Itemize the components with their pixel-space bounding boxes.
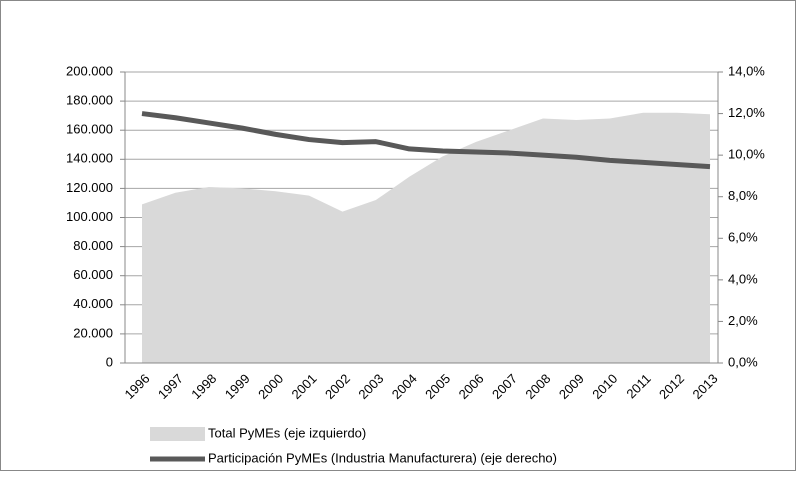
line (141, 111, 711, 170)
y2-tick-label: 12,0% (728, 105, 765, 120)
legend-label: Total PyMEs (eje izquierdo) (208, 425, 366, 440)
y-tick-label: 0 (106, 354, 113, 369)
y2-tick-label: 14,0% (728, 63, 765, 78)
y-tick-label: 140.000 (66, 151, 113, 166)
area (142, 112, 710, 364)
y-tick-label: 60.000 (73, 267, 113, 282)
y-tick-label: 20.000 (73, 325, 113, 340)
y2-tick-label: 4,0% (728, 271, 758, 286)
y-tick-label: 100.000 (66, 209, 113, 224)
y2-tick-label: 0,0% (728, 354, 758, 369)
y-tick-label: 160.000 (66, 122, 113, 137)
legend-label: Participación PyMEs (Industria Manufactu… (208, 450, 557, 465)
y2-tick-label: 10,0% (728, 147, 765, 162)
y2-tick-label: 2,0% (728, 313, 758, 328)
legend-swatch (150, 427, 205, 441)
y2-tick-label: 8,0% (728, 188, 758, 203)
y-tick-label: 40.000 (73, 296, 113, 311)
y-tick-label: 200.000 (66, 63, 113, 78)
y-tick-label: 80.000 (73, 238, 113, 253)
y2-tick-label: 6,0% (728, 230, 758, 245)
y-tick-label: 120.000 (66, 180, 113, 195)
y-tick-label: 180.000 (66, 93, 113, 108)
